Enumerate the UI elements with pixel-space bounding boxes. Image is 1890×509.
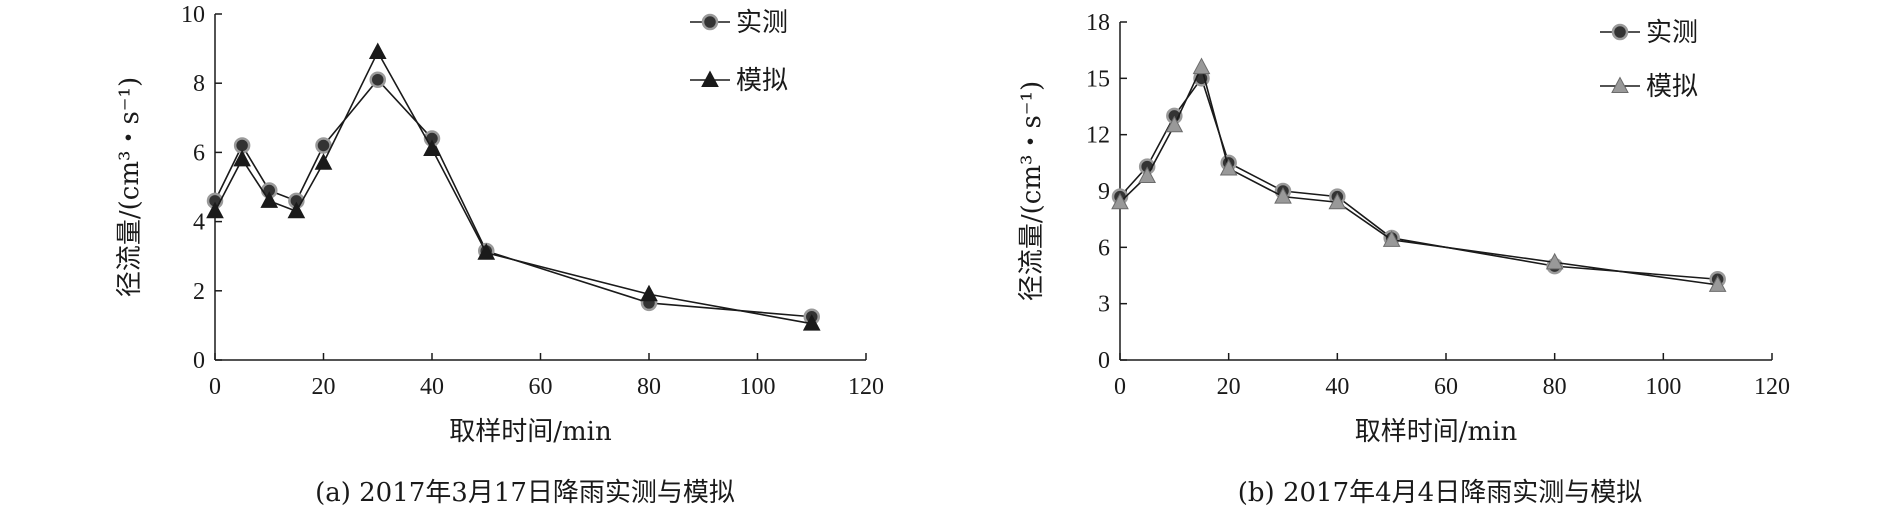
- y-tick-label: 8: [193, 71, 205, 97]
- x-tick-label: 20: [1217, 374, 1241, 400]
- data-point-triangle: [1111, 192, 1129, 210]
- data-point-triangle: [1545, 252, 1564, 270]
- legend-marker-circle: [1611, 23, 1629, 41]
- data-point-triangle: [802, 314, 821, 331]
- legend-marker-triangle: [1611, 76, 1629, 93]
- x-tick-label: 20: [312, 374, 336, 400]
- legend-label: 模拟: [736, 66, 788, 96]
- y-tick-label: 6: [1098, 235, 1110, 261]
- x-tick-label: 60: [529, 374, 553, 400]
- y-tick-label: 4: [193, 210, 205, 236]
- data-point-triangle: [1382, 230, 1401, 247]
- x-tick-label: 60: [1434, 374, 1458, 400]
- data-point-triangle: [287, 201, 306, 219]
- data-point-triangle: [233, 149, 251, 167]
- legend-label: 实测: [1646, 18, 1698, 48]
- y-tick-label: 2: [193, 279, 205, 305]
- chart-a-svg: 0 20 40 60 80 100 120 0 2 4 6 8 10 取样时间/min 径流量/(cm³・s…: [115, 2, 884, 447]
- legend-label: 实测: [736, 8, 788, 38]
- data-point-triangle: [368, 42, 387, 60]
- legend-label: 模拟: [1646, 72, 1698, 102]
- y-tick-label: 10: [181, 2, 205, 28]
- data-point-triangle: [1219, 158, 1238, 176]
- data-point-triangle: [423, 139, 441, 156]
- y-tick-label: 18: [1086, 10, 1110, 36]
- series-line-circle: [214, 78, 812, 318]
- y-axis-title: 径流量/(cm³・s⁻¹): [1017, 81, 1047, 301]
- x-tick-label: 40: [1325, 374, 1349, 400]
- caption-a: (a) 2017年3月17日降雨实测与模拟: [315, 478, 735, 508]
- series-line-triangle: [214, 50, 812, 325]
- data-point-triangle: [1708, 275, 1727, 292]
- legend-marker-circle: [701, 13, 719, 31]
- y-tick-label: 0: [193, 348, 205, 374]
- x-tick-label: 100: [1645, 374, 1681, 400]
- series-line-triangle: [1119, 64, 1718, 286]
- data-point-triangle: [477, 243, 496, 260]
- data-point-triangle: [314, 153, 333, 170]
- y-tick-label: 12: [1086, 123, 1110, 149]
- y-tick-label: 6: [193, 140, 205, 166]
- chart-panel-a: 0 20 40 60 80 100 120 0 2 4 6 8 10 取样时间/min 径流量/(cm³・s…: [0, 0, 900, 470]
- caption-b: (b) 2017年4月4日降雨实测与模拟: [1237, 478, 1643, 508]
- y-tick-label: 15: [1086, 66, 1110, 92]
- x-tick-label: 80: [1543, 374, 1567, 400]
- x-axis-title: 取样时间/min: [1355, 417, 1518, 447]
- x-tick-label: 80: [637, 374, 661, 400]
- x-tick-label: 40: [420, 374, 444, 400]
- y-axis-title: 径流量/(cm³・s⁻¹): [115, 77, 145, 297]
- data-point-circle: [369, 71, 386, 88]
- data-point-triangle: [1138, 166, 1157, 183]
- data-point-triangle: [640, 284, 658, 302]
- data-point-triangle: [1192, 57, 1211, 75]
- x-axis-title: 取样时间/min: [449, 417, 612, 447]
- chart-b-svg: 0 20 40 60 80 100 120 0 3 6 9 12 15 18 取样时间/min 径流量/(cm…: [1017, 10, 1790, 447]
- y-tick-label: 3: [1098, 292, 1110, 318]
- y-tick-label: 9: [1098, 179, 1110, 205]
- data-point-circle: [315, 137, 332, 154]
- data-point-triangle: [1328, 192, 1347, 210]
- data-point-triangle: [1165, 115, 1184, 133]
- data-point-triangle: [260, 191, 279, 208]
- x-tick-label: 120: [848, 374, 884, 400]
- data-point-triangle: [206, 201, 224, 219]
- legend-marker-triangle: [701, 70, 719, 87]
- x-tick-label: 0: [209, 374, 221, 400]
- x-tick-label: 100: [740, 374, 776, 400]
- x-tick-label: 120: [1754, 374, 1790, 400]
- series-line-circle: [1119, 76, 1718, 281]
- chart-panel-b: 0 20 40 60 80 100 120 0 3 6 9 12 15 18 取样时间/min 径流量/(cm…: [940, 0, 1880, 470]
- x-tick-label: 0: [1114, 374, 1126, 400]
- y-tick-label: 0: [1098, 348, 1110, 374]
- data-point-triangle: [1274, 187, 1292, 204]
